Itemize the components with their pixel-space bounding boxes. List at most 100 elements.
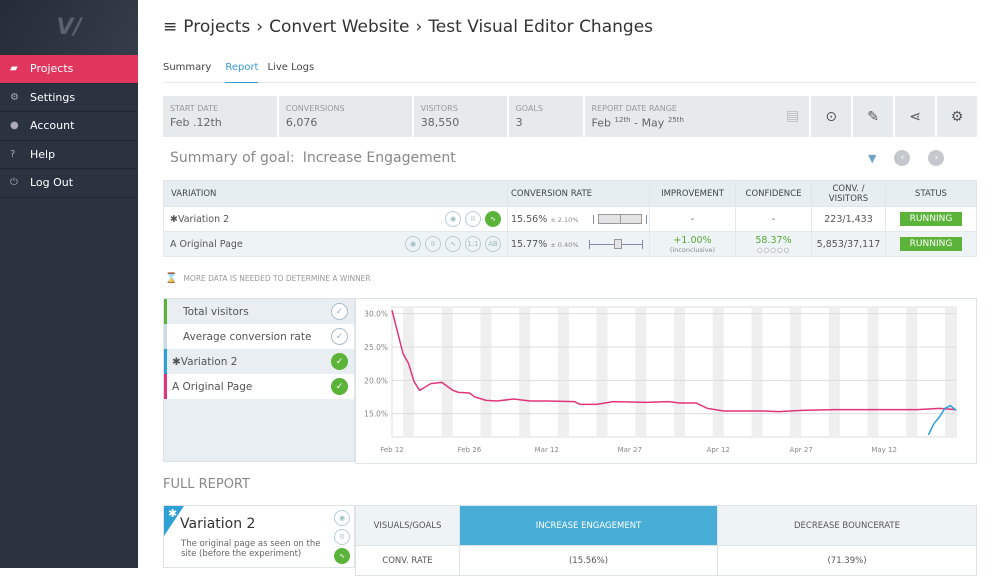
- pause-icon[interactable]: II: [334, 529, 350, 545]
- col-increase-engagement[interactable]: INCREASE ENGAGEMENT: [459, 505, 718, 546]
- week-band: [867, 307, 879, 437]
- status-badge[interactable]: RUNNING: [899, 212, 963, 226]
- gears-icon: ⚙: [10, 91, 19, 103]
- y-tick-label: 15.0%: [364, 410, 388, 419]
- confidence: 58.37% ○○○○○: [735, 231, 812, 257]
- check-icon[interactable]: ✓: [331, 378, 348, 395]
- full-report-table: VISUALS/GOALS INCREASE ENGAGEMENT DECREA…: [355, 505, 977, 576]
- status-badge[interactable]: RUNNING: [899, 237, 963, 251]
- date-sep: -: [630, 116, 642, 130]
- y-tick-label: 20.0%: [364, 376, 388, 385]
- rate-value: 15.77%: [511, 238, 548, 250]
- variation-description: The original page as seen on the site (b…: [181, 539, 321, 559]
- stat-label: VISITORS: [420, 104, 458, 113]
- nav-label: Projects: [30, 62, 74, 76]
- preview-icon[interactable]: ◉: [405, 236, 421, 252]
- date-from-sup: 12th: [614, 116, 631, 124]
- settings-button[interactable]: ⚙: [937, 96, 977, 137]
- tab-live-logs[interactable]: Live Logs: [267, 62, 315, 73]
- page-title: Test Visual Editor Changes: [428, 17, 654, 37]
- check-icon[interactable]: ✓: [331, 328, 348, 345]
- folder-icon: ▰: [10, 63, 18, 75]
- pencil-icon: ✎: [867, 108, 879, 125]
- chart-svg: 15.0% 20.0% 25.0% 30.0% Feb 12 Feb 26 Mar 12 Ma…: [364, 306, 957, 454]
- variation-marker: ✱: [170, 213, 178, 225]
- prev-goal-button[interactable]: ‹: [894, 150, 911, 166]
- chart-icon[interactable]: ∿: [445, 236, 461, 252]
- legend-total-visitors[interactable]: Total visitors ✓: [164, 299, 354, 324]
- week-band: [441, 307, 453, 437]
- stats-bar: START DATE Feb .12th CONVERSIONS 6,076 VIS…: [163, 96, 977, 137]
- stat-value: 3: [515, 116, 523, 129]
- breadcrumb-project[interactable]: Convert Website: [269, 17, 410, 37]
- next-goal-button[interactable]: ›: [928, 150, 945, 166]
- tab-report[interactable]: Report: [225, 60, 259, 83]
- improvement-note: (inconclusive): [669, 245, 716, 254]
- share-button[interactable]: ⋖: [895, 96, 936, 137]
- conv-visitors: 5,853/37,117: [811, 231, 886, 257]
- improvement: -: [649, 206, 736, 232]
- pause-icon[interactable]: II: [465, 211, 481, 227]
- legend-variation-2[interactable]: ✱Variation 2 ✓: [164, 349, 354, 374]
- pause-icon[interactable]: II: [425, 236, 441, 252]
- variation-name: ✱Variation 2 ◉ II ∿: [163, 206, 508, 232]
- chevron-icon: ›: [256, 17, 264, 37]
- table-row[interactable]: A Original Page ◉ II ∿ 1:1 AB 15.77% ± 0.40%…: [163, 231, 977, 257]
- stat-value: Feb 12th - May 25th: [592, 116, 803, 130]
- week-band: [712, 307, 724, 437]
- logo[interactable]: V/: [0, 0, 138, 55]
- week-band: [828, 307, 840, 437]
- calendar-icon[interactable]: ▤: [785, 108, 800, 124]
- sidebar-item-help[interactable]: ? Help: [0, 141, 138, 169]
- variation-label: Variation 2: [177, 213, 230, 225]
- sidebar-item-account[interactable]: ● Account: [0, 112, 138, 141]
- x-tick-label: Feb 12: [380, 446, 404, 454]
- tab-summary[interactable]: Summary: [163, 62, 212, 73]
- cell-value: (71.39%): [717, 545, 977, 576]
- legend-original-page[interactable]: A Original Page ✓: [164, 374, 354, 399]
- preview-icon[interactable]: ◉: [334, 510, 350, 526]
- rate-margin: ± 2.10%: [550, 215, 579, 224]
- table-header: VISUALS/GOALS INCREASE ENGAGEMENT DECREA…: [355, 505, 977, 546]
- chevron-icon: ›: [415, 17, 423, 37]
- legend-avg-conversion[interactable]: Average conversion rate ✓: [164, 324, 354, 349]
- menu-icon[interactable]: ≡: [163, 17, 178, 37]
- full-report-title: FULL REPORT: [163, 477, 250, 492]
- sidebar-item-settings[interactable]: ⚙ Settings: [0, 84, 138, 112]
- stat-label: REPORT DATE RANGE: [591, 104, 677, 113]
- nav-label: Account: [30, 119, 75, 133]
- conversion-rate: 15.77% ± 0.40%: [507, 231, 650, 257]
- breadcrumb-projects[interactable]: Projects: [183, 17, 251, 37]
- chart-icon[interactable]: ∿: [334, 548, 350, 564]
- x-tick-label: Mar 12: [535, 446, 559, 454]
- improvement: +1.00% (inconclusive): [649, 231, 736, 257]
- check-icon[interactable]: ✓: [331, 303, 348, 320]
- gear-icon: ⚙: [950, 108, 964, 125]
- sidebar-item-logout[interactable]: ⏻ Log Out: [0, 169, 138, 198]
- week-band: [906, 307, 918, 437]
- share-icon: ⋖: [909, 108, 921, 125]
- date-range[interactable]: REPORT DATE RANGE Feb 12th - May 25th ▤: [584, 96, 810, 137]
- preview-icon[interactable]: ◉: [445, 211, 461, 227]
- variation-marker: A: [170, 238, 177, 250]
- goal-dropdown-icon[interactable]: ▼: [868, 151, 877, 165]
- table-row[interactable]: ✱Variation 2 ◉ II ∿ 15.56% ± 2.10% - - 223…: [163, 206, 977, 232]
- notice-text: MORE DATA IS NEEDED TO DETERMINE A WINNE…: [183, 274, 371, 283]
- chart-icon[interactable]: ∿: [485, 211, 501, 227]
- winner-notice: ⌛ MORE DATA IS NEEDED TO DETERMINE A WINN…: [165, 273, 371, 284]
- col-decrease-bouncerate[interactable]: DECREASE BOUNCERATE: [717, 505, 977, 546]
- power-icon: ⏻: [10, 177, 18, 189]
- variation-label: Original Page: [179, 238, 243, 250]
- variation-name: A Original Page ◉ II ∿ 1:1 AB: [163, 231, 508, 257]
- stat-value: 6,076: [285, 116, 318, 129]
- code-button[interactable]: ⊙: [811, 96, 852, 137]
- nav-label: Help: [30, 147, 56, 161]
- help-icon: ?: [10, 148, 16, 160]
- stat-visitors: VISITORS 38,550: [413, 96, 507, 137]
- x-tick-label: May 12: [871, 446, 897, 454]
- ab-icon[interactable]: AB: [485, 236, 501, 252]
- sidebar-item-projects[interactable]: ▰ Projects: [0, 55, 138, 84]
- check-icon[interactable]: ✓: [331, 353, 348, 370]
- one-to-one-icon[interactable]: 1:1: [465, 236, 481, 252]
- edit-button[interactable]: ✎: [853, 96, 894, 137]
